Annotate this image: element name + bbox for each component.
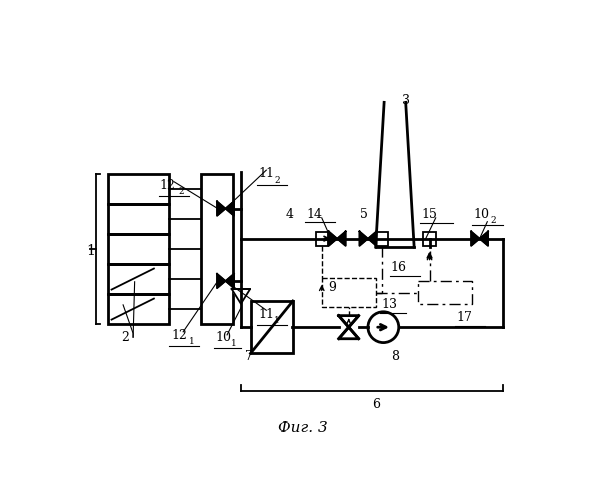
Polygon shape [359,232,368,246]
Bar [108,174,169,204]
Text: 2: 2 [491,216,496,224]
Text: 5: 5 [360,208,368,220]
Text: 11: 11 [258,168,274,180]
Bar [251,301,293,354]
Polygon shape [232,289,250,304]
Bar [108,264,169,294]
Text: 4: 4 [285,208,293,220]
Text: Фиг. 3: Фиг. 3 [278,421,327,435]
Text: 15: 15 [421,208,437,220]
Bar [423,232,436,245]
Text: 10: 10 [473,208,489,220]
Text: 12: 12 [171,329,187,342]
Polygon shape [471,232,480,246]
Polygon shape [226,202,234,216]
Text: 1: 1 [189,338,194,346]
Bar [316,232,328,245]
Bar [201,174,233,324]
Polygon shape [329,232,337,246]
Text: 12: 12 [160,179,176,192]
Bar [108,294,169,324]
Polygon shape [480,232,488,246]
Bar [376,232,388,245]
Text: 10: 10 [215,330,231,344]
Polygon shape [217,274,226,288]
Polygon shape [217,202,226,216]
Bar [108,234,169,264]
Text: 2: 2 [122,330,129,344]
Text: 11: 11 [258,308,274,320]
Text: 1: 1 [274,316,280,325]
Text: 14: 14 [306,208,322,220]
Bar [418,281,472,304]
Polygon shape [368,232,376,246]
Bar [108,204,169,234]
Text: 2: 2 [178,187,184,196]
Text: 8: 8 [391,350,399,363]
Bar [322,278,376,307]
Text: 17: 17 [456,312,472,324]
Text: 3: 3 [402,94,411,106]
Text: 1: 1 [231,339,237,348]
Polygon shape [337,232,346,246]
Polygon shape [226,274,234,288]
Text: 1: 1 [86,244,95,258]
Text: 6: 6 [372,398,379,411]
Text: 9: 9 [328,280,336,293]
Text: 7: 7 [245,350,252,363]
Text: 13: 13 [382,298,398,312]
Text: 16: 16 [391,262,407,274]
Text: 2: 2 [274,176,280,184]
